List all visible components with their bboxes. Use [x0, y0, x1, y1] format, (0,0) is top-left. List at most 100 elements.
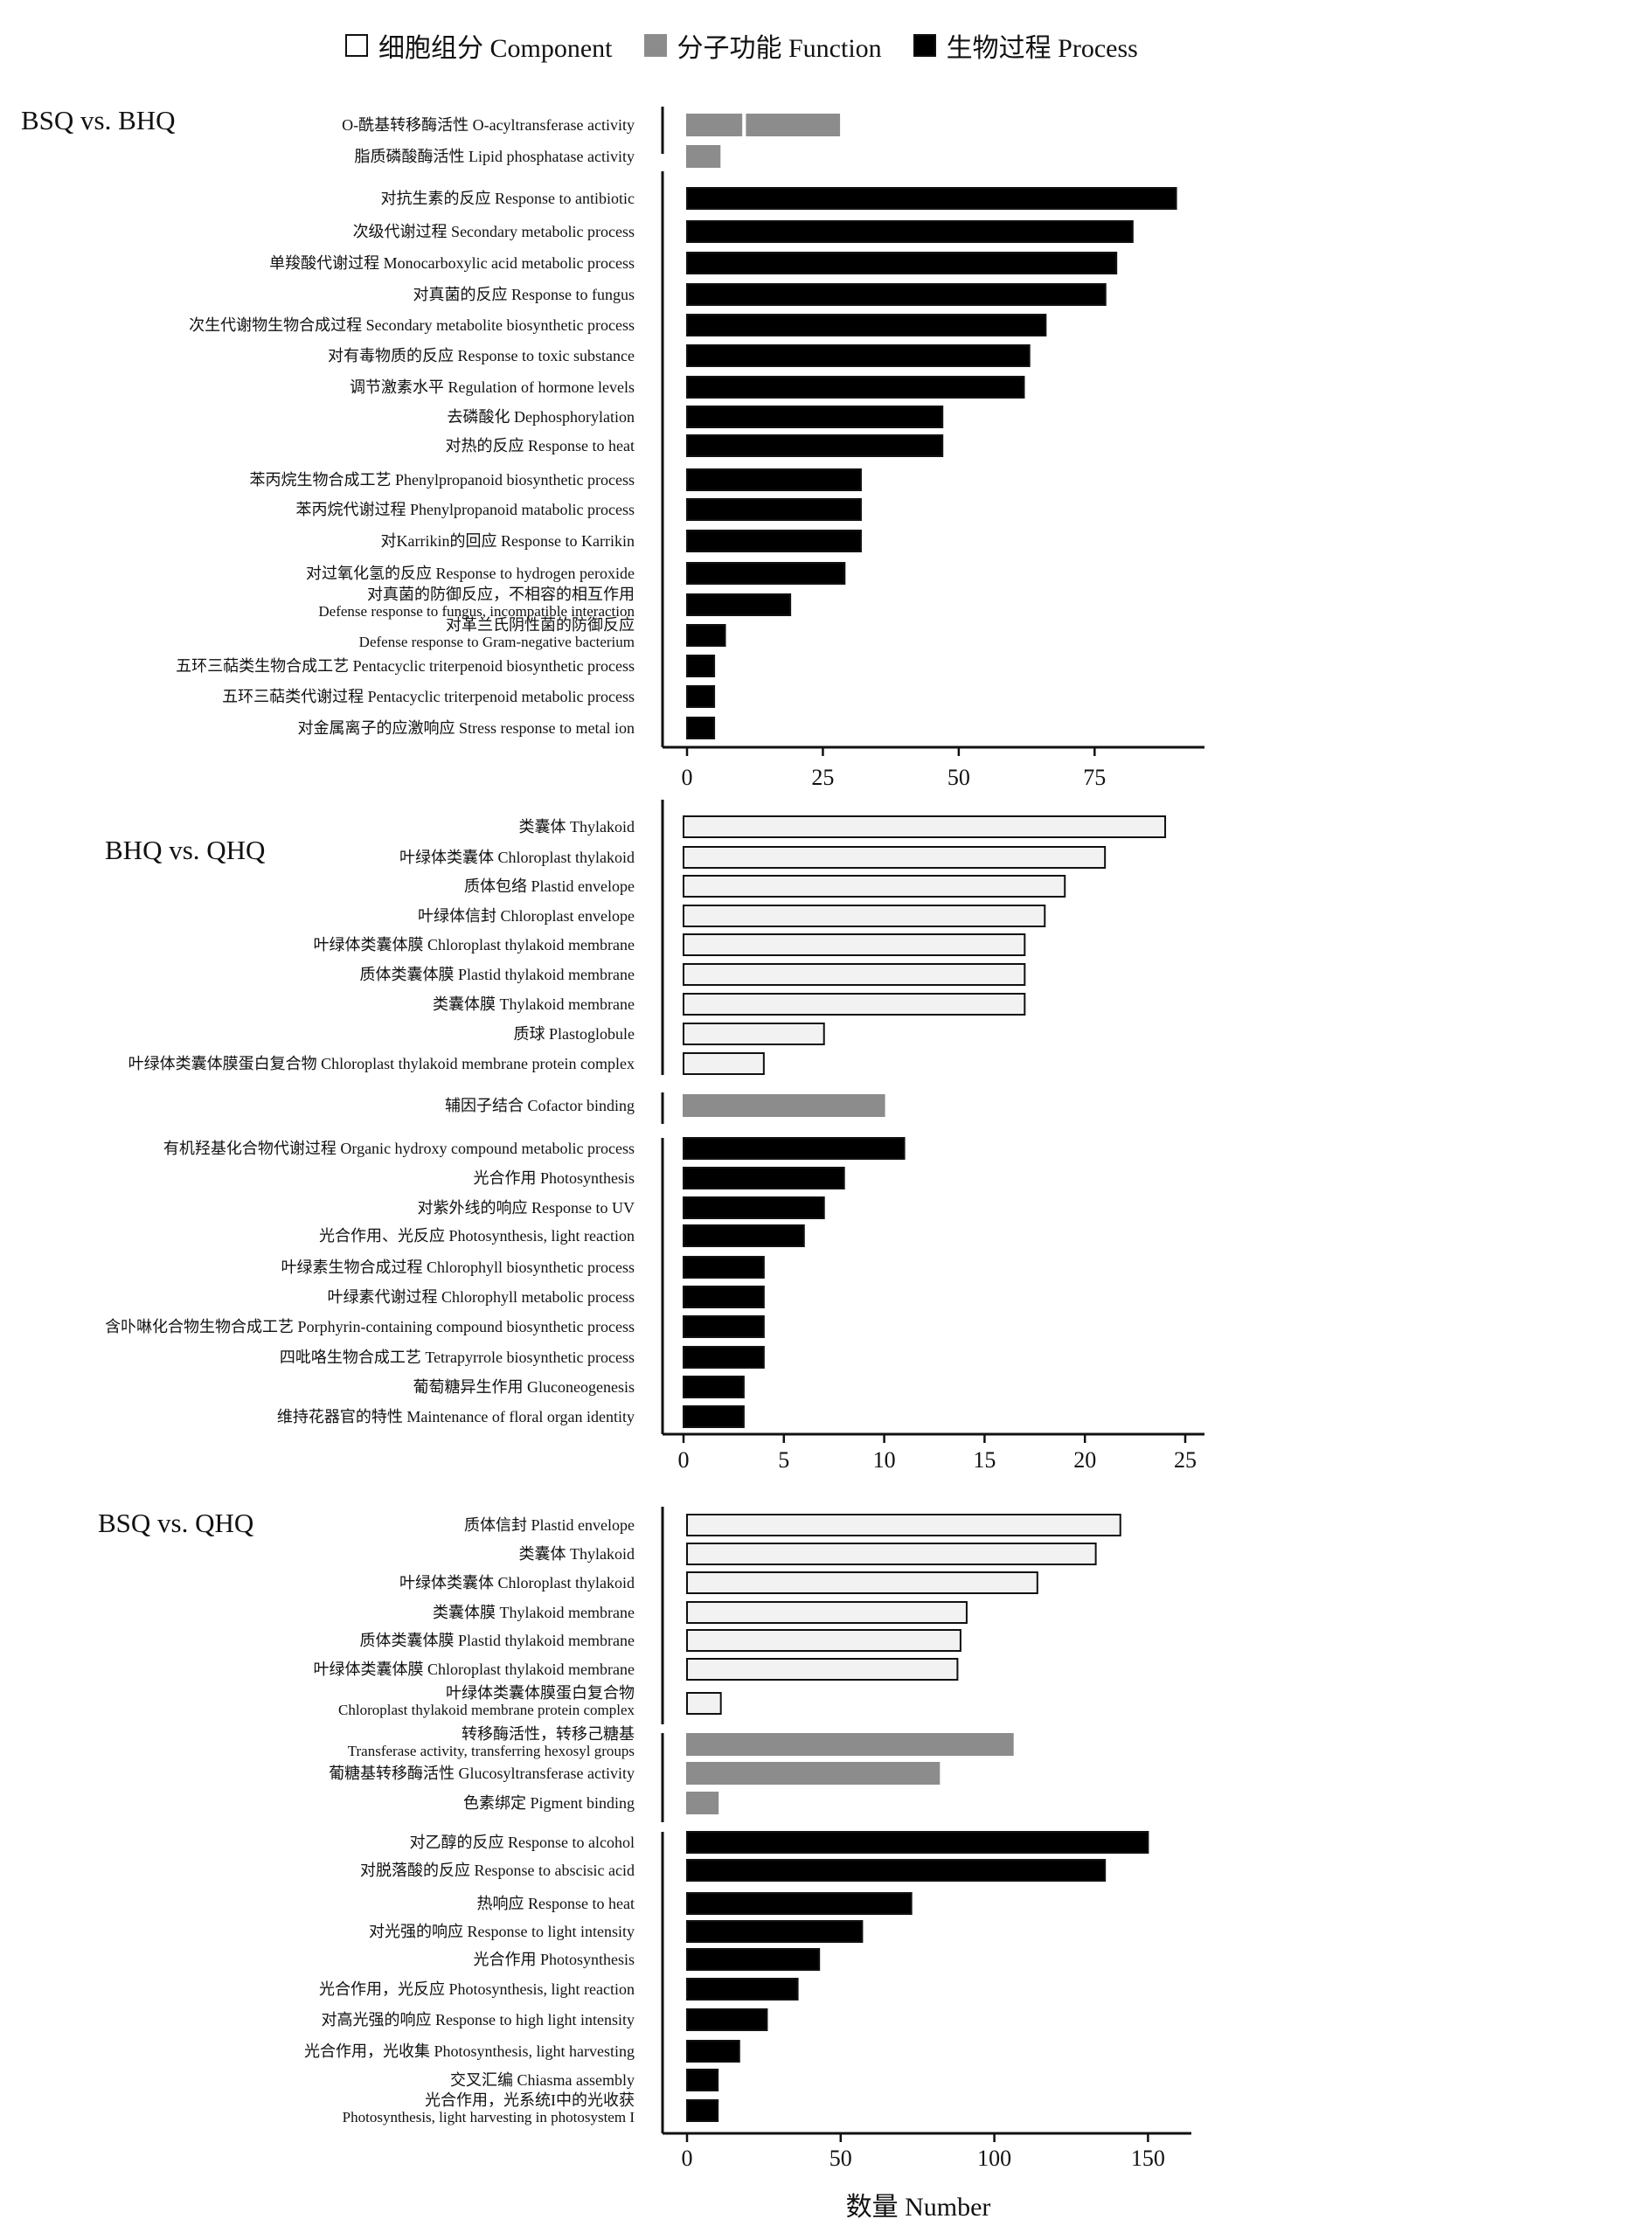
category-label: 光合作用 Photosynthesis	[473, 1169, 635, 1187]
category-label: 对脱落酸的反应 Response to abscisic acid	[360, 1862, 635, 1879]
category-label: 叶绿体类囊体膜蛋白复合物 Chloroplast thylakoid membr…	[128, 1055, 635, 1072]
category-label: 叶绿素生物合成过程 Chlorophyll biosynthetic proce…	[281, 1259, 635, 1276]
category-label: 维持花器官的特性 Maintenance of floral organ ide…	[277, 1408, 635, 1425]
category-label: 类囊体膜 Thylakoid membrane	[433, 995, 635, 1013]
bar-process	[686, 376, 1025, 399]
category-label: 辅因子结合 Cofactor binding	[445, 1097, 635, 1114]
legend-swatch-component	[345, 34, 368, 57]
bar-process	[683, 1315, 765, 1338]
category-label: 交叉汇编 Chiasma assembly	[450, 2071, 635, 2089]
category-label: O-酰基转移酶活性 O-acyltransferase activity	[342, 116, 635, 134]
bar-process	[683, 1376, 745, 1398]
bar-component	[683, 815, 1167, 838]
bar-process	[686, 220, 1134, 243]
bar-process	[683, 1196, 825, 1219]
category-label: 叶绿素代谢过程 Chlorophyll metabolic process	[328, 1288, 635, 1306]
legend-label-component: 细胞组分 Component	[378, 34, 613, 63]
category-label: 热响应 Response to heat	[477, 1895, 635, 1912]
category-label: 对过氧化氢的反应 Response to hydrogen peroxide	[306, 565, 635, 582]
bar-process	[686, 1892, 913, 1915]
category-label: 对紫外线的响应 Response to UV	[418, 1199, 635, 1217]
bar-function	[686, 1733, 1014, 1756]
bar-process	[686, 283, 1107, 306]
category-label: 对光强的响应 Response to light intensity	[369, 1923, 635, 1940]
legend-swatch-process	[913, 34, 936, 57]
bar-component	[683, 875, 1066, 898]
category-label: 光合作用，光收集 Photosynthesis, light harvestin…	[304, 2042, 635, 2060]
category-label-line2: Defense response to fungus, incompatible…	[318, 603, 635, 620]
category-label-line2: Defense response to Gram-negative bacter…	[359, 634, 635, 650]
x-tick-label: 0	[678, 1447, 690, 1473]
category-label: 对热的反应 Response to heat	[446, 437, 635, 454]
category-label: 去磷酸化 Dephosphorylation	[448, 408, 635, 426]
category-label: 光合作用，光系统I中的光收获	[425, 2091, 635, 2109]
category-label: 色素绑定 Pigment binding	[463, 1794, 635, 1812]
x-tick-label: 5	[778, 1447, 789, 1473]
category-label: 对Karrikin的回应 Response to Karrikin	[381, 532, 635, 550]
bar-process	[686, 2008, 768, 2031]
x-tick-label: 50	[829, 2146, 852, 2171]
bar-function	[686, 1792, 719, 1814]
category-label: 叶绿体类囊体膜 Chloroplast thylakoid membrane	[314, 1661, 635, 1678]
bar-component	[686, 1692, 722, 1715]
bar-process	[686, 1859, 1107, 1882]
category-label: 苯丙烷代谢过程 Phenylpropanoid matabolic proces…	[296, 501, 635, 518]
x-tick-label: 15	[973, 1447, 996, 1473]
bar-process	[686, 1920, 864, 1943]
category-label: 类囊体膜 Thylakoid membrane	[433, 1604, 635, 1621]
category-label: 光合作用，光反应 Photosynthesis, light reaction	[319, 1980, 635, 1998]
category-label: 葡萄糖异生作用 Gluconeogenesis	[413, 1378, 635, 1396]
bar-process	[686, 562, 846, 585]
bar-component	[686, 1658, 959, 1681]
bar-function	[683, 1094, 885, 1117]
category-label: 叶绿体类囊体 Chloroplast thylakoid	[399, 849, 635, 866]
bar-process	[683, 1286, 765, 1308]
legend-label-function: 分子功能 Function	[677, 34, 882, 63]
category-label: 叶绿体类囊体 Chloroplast thylakoid	[399, 1574, 635, 1591]
bar-process	[686, 717, 716, 739]
x-axis-label: 数量 Number	[846, 2193, 991, 2219]
legend-item-function: 分子功能 Function	[643, 26, 882, 65]
bar-process	[686, 2099, 719, 2122]
category-label: 有机羟基化合物代谢过程 Organic hydroxy compound met…	[163, 1140, 635, 1157]
category-label-line2: Transferase activity, transferring hexos…	[348, 1743, 635, 1759]
bar-process	[686, 406, 944, 428]
category-label: 对有毒物质的反应 Response to toxic substance	[328, 347, 635, 364]
bar-process	[683, 1224, 805, 1247]
category-label: 对乙醇的反应 Response to alcohol	[410, 1834, 635, 1851]
category-label: 质体类囊体膜 Plastid thylakoid membrane	[360, 966, 635, 983]
category-label: 调节激素水平 Regulation of hormone levels	[350, 378, 635, 396]
bar-component	[683, 1052, 765, 1075]
category-label: 转移酶活性，转移己糖基	[462, 1725, 635, 1743]
bar-process	[686, 624, 726, 647]
category-label: 四吡咯生物合成工艺 Tetrapyrrole biosynthetic proc…	[280, 1349, 635, 1366]
bar-component	[683, 933, 1026, 956]
bar-process	[686, 593, 792, 616]
category-label: 对高光强的响应 Response to high light intensity	[322, 2011, 635, 2028]
bar-process	[686, 1978, 799, 2001]
x-tick-label: 25	[1174, 1447, 1197, 1473]
bar-component	[683, 993, 1026, 1016]
category-label: 叶绿体类囊体膜蛋白复合物	[446, 1684, 635, 1702]
bar-component	[686, 1514, 1121, 1536]
bar-process	[683, 1405, 745, 1428]
category-label: 对真菌的防御反应，不相容的相互作用	[367, 586, 635, 603]
bar-process	[686, 685, 716, 708]
x-tick-label: 50	[947, 765, 970, 790]
category-label: 对革兰氏阴性菌的防御反应	[446, 616, 635, 634]
x-tick-label: 20	[1073, 1447, 1096, 1473]
category-label: 五环三萜类生物合成工艺 Pentacyclic triterpenoid bio…	[176, 657, 635, 675]
category-label: 含卟啉化合物生物合成工艺 Porphyrin-containing compou…	[105, 1318, 635, 1335]
bar-process	[683, 1256, 765, 1279]
category-label-line2: Chloroplast thylakoid membrane protein c…	[338, 1702, 635, 1718]
category-label: 质体包络 Plastid envelope	[464, 877, 635, 895]
panel-title: BSQ vs. QHQ	[98, 1508, 253, 1538]
bar-process	[686, 468, 862, 491]
x-tick-label: 0	[682, 765, 693, 790]
category-label: 次生代谢物生物合成过程 Secondary metabolite biosynt…	[189, 316, 635, 334]
category-label: 对金属离子的应激响应 Stress response to metal ion	[298, 719, 635, 737]
bar-process	[686, 2040, 740, 2063]
bar-process	[686, 498, 862, 521]
